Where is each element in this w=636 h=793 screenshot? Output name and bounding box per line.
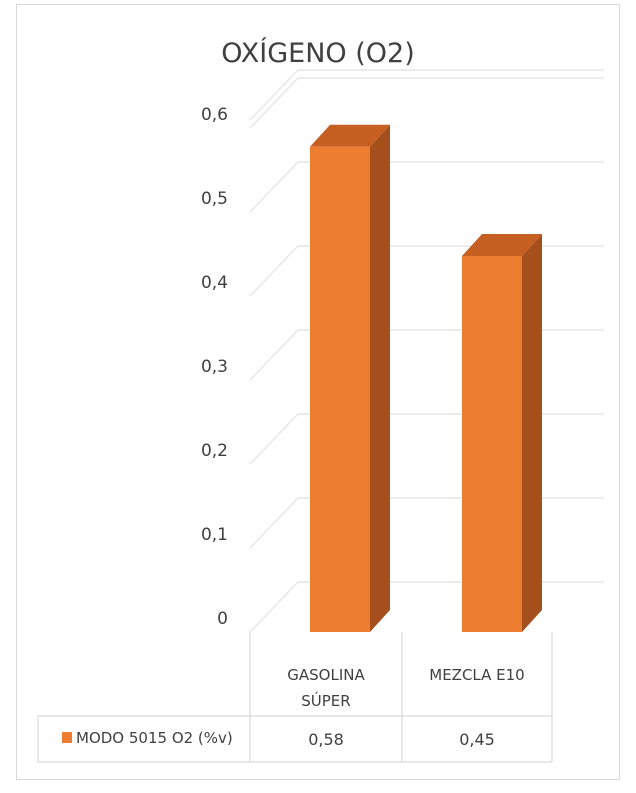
data-table: GASOLINA SÚPER MEZCLA E10 MODO 5015 O2 (%v)… — [37, 632, 553, 763]
bar-front — [310, 146, 370, 633]
gridline-side — [249, 245, 299, 297]
bars — [310, 124, 542, 633]
bar-top — [462, 234, 542, 256]
gridline-side — [249, 413, 299, 465]
bar-front — [462, 256, 522, 632]
y-tick-label: 0,2 — [201, 441, 228, 461]
y-tick-label: 0,1 — [201, 525, 228, 545]
category-label: SÚPER — [301, 691, 350, 710]
y-tick-label: 0,4 — [201, 273, 228, 293]
y-tick-label: 0,6 — [201, 105, 228, 125]
data-value: 0,45 — [459, 730, 495, 749]
y-tick-label: 0,3 — [201, 357, 228, 377]
gridlines — [249, 69, 604, 633]
y-axis-tick-labels: 0 0,1 0,2 0,3 0,4 0,5 0,6 — [201, 105, 228, 629]
gridline-side — [249, 581, 299, 633]
legend-key — [62, 732, 72, 743]
bar-side — [522, 234, 542, 632]
bar-side — [370, 124, 390, 633]
gridline-side — [249, 69, 299, 121]
bar-top — [310, 124, 390, 147]
y-tick-label: 0 — [217, 609, 228, 629]
gridline-side — [249, 497, 299, 549]
bar — [310, 124, 390, 633]
series-name: MODO 5015 O2 (%v) — [76, 729, 233, 747]
gridline-side — [249, 329, 299, 381]
bar — [462, 234, 542, 632]
category-label: GASOLINA — [287, 666, 365, 684]
chart-title: OXÍGENO (O2) — [221, 37, 415, 69]
gridline-side — [249, 161, 299, 213]
y-tick-label: 0,5 — [201, 189, 228, 209]
gridline-side — [249, 77, 299, 129]
category-label: MEZCLA E10 — [429, 666, 524, 684]
data-value: 0,58 — [308, 730, 344, 749]
